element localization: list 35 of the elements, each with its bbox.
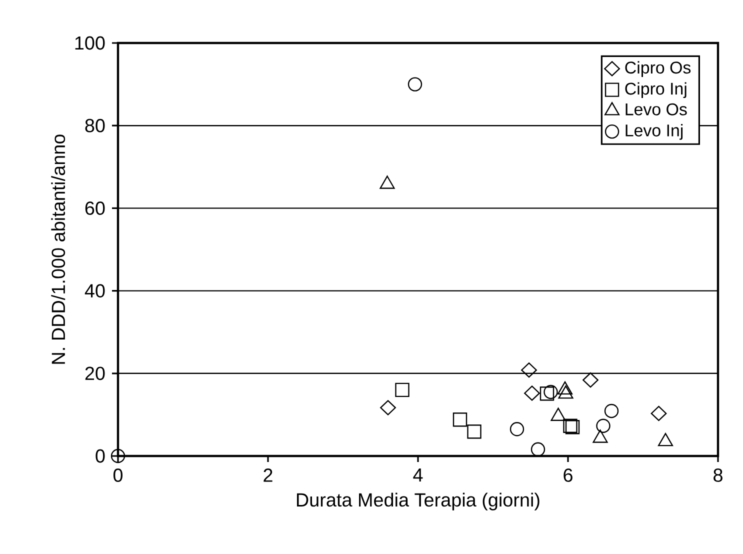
legend-label: Cipro Os — [625, 61, 691, 77]
point — [524, 386, 540, 401]
y-axis-title: N. DDD/1.000 abitanti/anno — [51, 134, 66, 364]
point — [650, 406, 667, 422]
point — [521, 362, 537, 378]
point — [604, 404, 619, 418]
point — [544, 384, 558, 400]
x-tick-label: 4 — [413, 468, 423, 482]
point — [510, 422, 524, 436]
point — [530, 442, 546, 456]
point — [565, 420, 580, 434]
y-tick-label: 100 — [75, 36, 105, 50]
point — [467, 424, 482, 439]
x-axis-title: Durata Media Terapia (giorni) — [296, 492, 540, 510]
y-tick-label: 60 — [85, 201, 105, 215]
point — [110, 448, 126, 464]
y-tick-label: 20 — [85, 366, 105, 380]
legend-label: Levo Inj — [626, 124, 683, 140]
x-tick-label: 6 — [564, 468, 572, 482]
x-tick-label: 8 — [714, 468, 722, 482]
x-tick-label: 2 — [264, 468, 272, 482]
point — [452, 412, 468, 427]
point — [380, 400, 396, 416]
point — [596, 418, 610, 433]
legend-label: Cipro Inj — [625, 82, 686, 98]
point — [563, 418, 578, 433]
y-tick-label: 80 — [85, 118, 105, 132]
point — [540, 386, 554, 401]
point — [395, 382, 410, 398]
point — [582, 372, 598, 388]
x-tick-label: 0 — [113, 468, 123, 482]
y-tick-label: 0 — [96, 449, 105, 463]
legend-label: Levo Os — [626, 103, 687, 116]
y-tick-label: 40 — [84, 284, 105, 298]
point — [408, 77, 422, 92]
